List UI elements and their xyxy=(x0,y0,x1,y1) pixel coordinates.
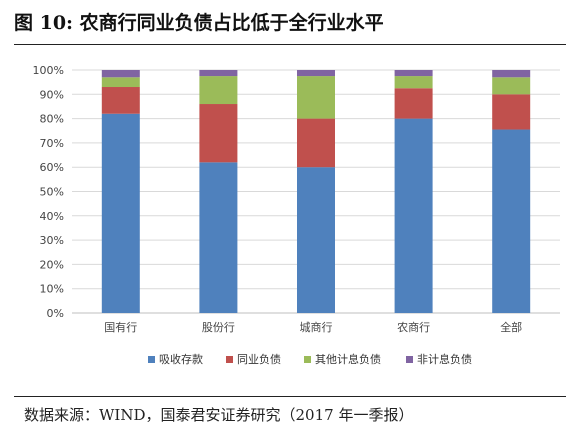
bar-segment xyxy=(394,88,433,119)
bar-segment xyxy=(297,76,335,119)
bar-segment xyxy=(492,129,531,313)
x-axis-ticks: 国有行 股份行 城商行 农商行 全部 xyxy=(104,320,522,334)
y-tick-label: 30% xyxy=(40,234,64,247)
bar-segment xyxy=(394,118,433,313)
y-tick-label: 0% xyxy=(47,307,64,320)
y-tick-label: 90% xyxy=(40,88,64,101)
legend-label: 其他计息负债 xyxy=(315,352,381,366)
bar-segment xyxy=(199,76,238,105)
y-tick-label: 70% xyxy=(40,137,64,150)
title-rule xyxy=(14,44,566,45)
data-source: 数据来源：WIND，国泰君安证券研究（2017 年一季报） xyxy=(24,406,414,424)
x-tick-label: 全部 xyxy=(500,320,522,334)
y-tick-label: 20% xyxy=(40,258,64,271)
legend-label: 吸收存款 xyxy=(159,352,203,366)
bar-segment xyxy=(101,113,140,314)
legend-label: 非计息负债 xyxy=(417,352,472,366)
figure-title: 图 10: 农商行同业负债占比低于全行业水平 xyxy=(14,12,384,34)
y-tick-label: 80% xyxy=(40,113,64,126)
bar-segment xyxy=(297,70,335,77)
y-tick-label: 40% xyxy=(40,210,64,223)
bar-segment xyxy=(101,87,140,114)
bar-segment xyxy=(492,77,531,95)
x-tick-label: 股份行 xyxy=(202,321,235,334)
bar-segment xyxy=(199,70,238,77)
bar-segment xyxy=(492,70,531,78)
bar-segment xyxy=(297,167,335,313)
bar-segment xyxy=(101,70,140,78)
legend-label: 同业负债 xyxy=(237,352,281,366)
bar-segment xyxy=(101,77,140,88)
y-tick-label: 100% xyxy=(33,64,64,77)
bar-segment xyxy=(199,162,238,313)
bar-segment xyxy=(394,70,433,77)
y-tick-label: 10% xyxy=(40,283,64,296)
legend-swatch xyxy=(226,356,233,363)
legend-swatch xyxy=(148,356,155,363)
bar-segment xyxy=(492,94,531,130)
legend: 吸收存款 同业负债 其他计息负债 非计息负债 xyxy=(148,352,472,366)
y-axis-ticks: 0% 10% 20% 30% 40% 50% 60% 70% 80% 90% 100% xyxy=(33,64,64,320)
bar-segment xyxy=(394,76,433,89)
bars xyxy=(101,70,531,314)
x-tick-label: 国有行 xyxy=(104,320,137,334)
bar-segment xyxy=(199,104,238,163)
source-rule xyxy=(14,396,566,397)
y-tick-label: 60% xyxy=(40,161,64,174)
legend-swatch xyxy=(406,356,413,363)
legend-swatch xyxy=(304,356,311,363)
bar-segment xyxy=(297,118,335,168)
y-tick-label: 50% xyxy=(40,186,64,199)
x-tick-label: 城商行 xyxy=(300,320,333,334)
x-tick-label: 农商行 xyxy=(397,320,430,334)
stacked-bar-chart: 0% 10% 20% 30% 40% 50% 60% 70% 80% 90% 100% 国有行 股份行… xyxy=(33,64,560,366)
